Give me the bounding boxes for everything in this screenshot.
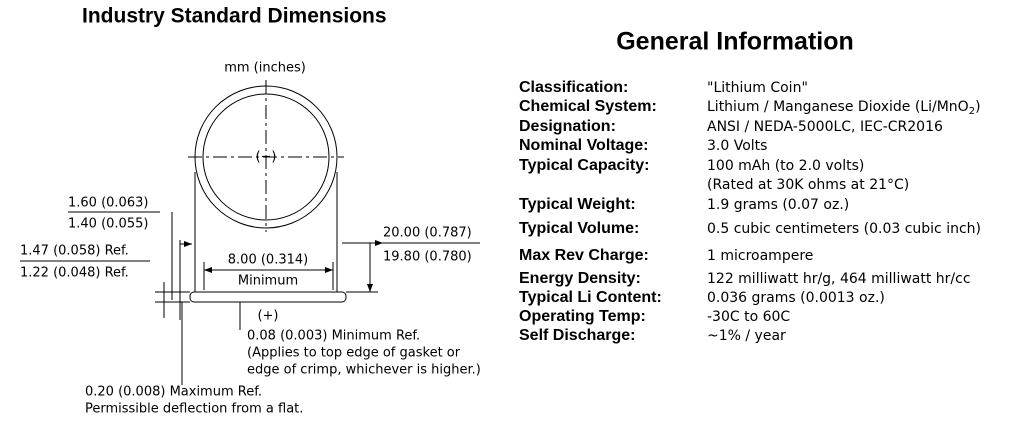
dim-label: Minimum xyxy=(238,274,298,289)
dim-label: 1.40 (0.055) xyxy=(68,217,148,232)
dim-label: 1.60 (0.063) xyxy=(68,196,148,211)
positive-mark: (+) xyxy=(257,309,278,324)
row-label: Typical Weight: xyxy=(519,196,636,213)
row-value: 0.5 cubic centimeters (0.03 cubic inch) xyxy=(707,221,981,237)
row-label: Max Rev Charge: xyxy=(519,247,649,264)
row-value: 3.0 Volts xyxy=(707,138,767,154)
row-value: Lithium / Manganese Dioxide (Li/MnO2) xyxy=(707,99,981,117)
units: mm (inches) xyxy=(224,61,306,76)
value-text: ) xyxy=(975,99,980,115)
row-label: Self Discharge: xyxy=(519,327,635,344)
dim-label: 8.00 (0.314) xyxy=(228,253,308,268)
row-label: Energy Density: xyxy=(519,270,641,287)
dim-label: 20.00 (0.787) xyxy=(383,226,472,241)
center-mark: (−) xyxy=(255,150,276,165)
dims-title: Industry Standard Dimensions xyxy=(82,5,387,28)
subscript: 2 xyxy=(969,106,975,117)
row-label: Typical Capacity: xyxy=(519,157,649,174)
row-label: Operating Temp: xyxy=(519,308,646,325)
info-table: Classification: "Lithium Coin" Chemical Sy… xyxy=(519,79,981,344)
dim-label: 19.80 (0.780) xyxy=(383,250,472,265)
row-label: Classification: xyxy=(519,79,628,96)
row-value: 1 microampere xyxy=(707,248,813,264)
coin-drawing xyxy=(20,80,480,385)
row-value: ANSI / NEDA-5000LC, IEC-CR2016 xyxy=(707,119,943,135)
row-value: 1.9 grams (0.07 oz.) xyxy=(707,197,849,213)
row-value: 0.036 grams (0.0013 oz.) xyxy=(707,290,885,306)
note: (Applies to top edge of gasket or xyxy=(247,346,461,361)
note: edge of crimp, whichever is higher.) xyxy=(247,363,481,378)
row-label: Chemical System: xyxy=(519,98,657,115)
note: Permissible deflection from a flat. xyxy=(85,402,303,417)
row-label: Nominal Voltage: xyxy=(519,137,649,154)
row-value: 100 mAh (to 2.0 volts) xyxy=(707,158,864,174)
row-label: Designation: xyxy=(519,118,616,135)
note: 0.20 (0.008) Maximum Ref. xyxy=(85,385,262,400)
note: 0.08 (0.003) Minimum Ref. xyxy=(247,329,420,344)
row-label: Typical Li Content: xyxy=(519,289,662,306)
row-value: (Rated at 30K ohms at 21°C) xyxy=(707,177,909,193)
row-value: ~1% / year xyxy=(707,328,786,344)
dim-label: 1.47 (0.058) Ref. xyxy=(20,244,129,259)
info-title: General Information xyxy=(616,28,854,56)
row-label: Typical Volume: xyxy=(519,220,639,237)
dim-label: 1.22 (0.048) Ref. xyxy=(20,266,129,281)
row-value: 122 milliwatt hr/g, 464 milliwatt hr/cc xyxy=(707,271,971,287)
value-text: Lithium / Manganese Dioxide (Li/MnO xyxy=(707,99,969,115)
row-value: "Lithium Coin" xyxy=(707,80,808,96)
row-value: -30C to 60C xyxy=(707,309,790,325)
